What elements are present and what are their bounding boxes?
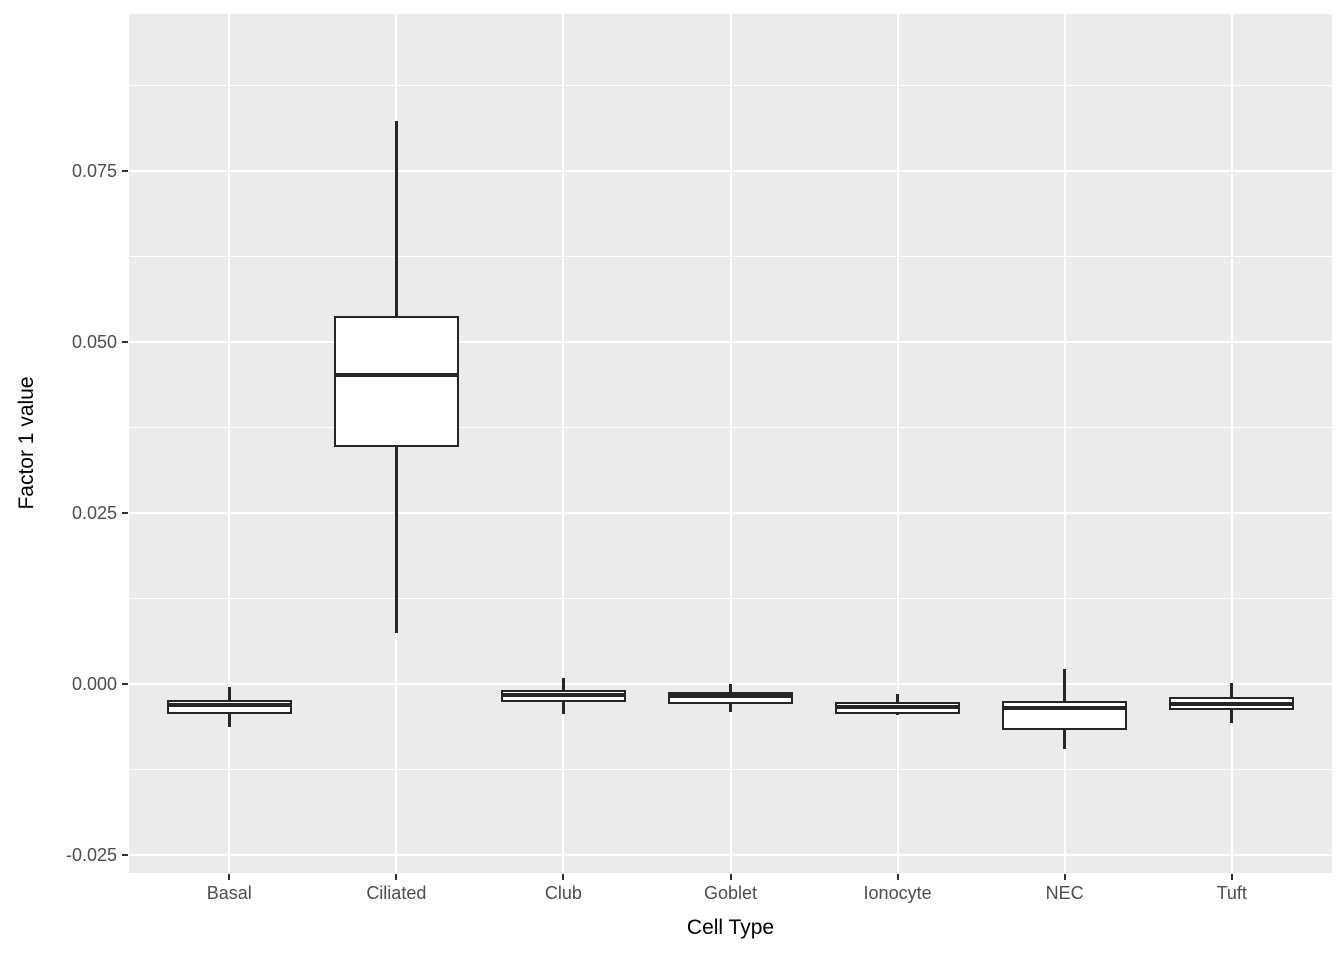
x-tick-mark <box>1063 874 1066 880</box>
x-tick-mark <box>395 874 398 880</box>
x-axis-title: Cell Type <box>686 916 775 939</box>
category-gridline <box>1063 14 1066 873</box>
x-tick-label: Club <box>544 883 582 903</box>
median-line <box>500 692 627 698</box>
x-tick-label: NEC <box>1045 883 1084 903</box>
x-tick-label: Goblet <box>703 883 758 903</box>
x-tick-label: Basal <box>206 883 252 903</box>
median-line <box>1002 705 1128 711</box>
y-tick-label: 0.025 <box>71 503 117 524</box>
x-tick-mark <box>562 874 565 880</box>
y-tick-label: 0.050 <box>71 332 117 353</box>
y-tick-mark <box>122 683 128 686</box>
x-tick-label: Tuft <box>1216 883 1247 903</box>
x-tick-label: Ciliated <box>366 883 427 903</box>
box-rect <box>667 692 794 705</box>
category-gridline <box>729 14 732 873</box>
category-gridline <box>1230 14 1233 873</box>
plot-panel <box>129 14 1332 873</box>
y-tick-mark <box>122 854 128 857</box>
x-tick-label: Ionocyte <box>863 883 932 903</box>
x-tick-mark <box>228 874 231 880</box>
median-line <box>667 693 794 699</box>
y-tick-label: 0.000 <box>71 674 117 695</box>
y-tick-label: 0.075 <box>71 161 117 182</box>
y-tick-mark <box>122 512 128 515</box>
median-line <box>333 372 459 378</box>
y-tick-mark <box>122 341 128 344</box>
y-tick-mark <box>122 170 128 173</box>
x-tick-mark <box>1230 874 1233 880</box>
median-line <box>1169 701 1295 707</box>
y-tick-label: -0.025 <box>65 845 117 866</box>
category-gridline <box>228 14 231 873</box>
box-rect <box>1002 700 1128 731</box>
x-tick-mark <box>729 874 732 880</box>
category-gridline <box>562 14 565 873</box>
median-line <box>166 702 292 707</box>
box-rect <box>333 316 459 447</box>
y-axis-title: Factor 1 value <box>15 376 38 510</box>
category-gridline <box>896 14 899 873</box>
x-tick-mark <box>896 874 899 880</box>
median-line <box>834 704 961 710</box>
